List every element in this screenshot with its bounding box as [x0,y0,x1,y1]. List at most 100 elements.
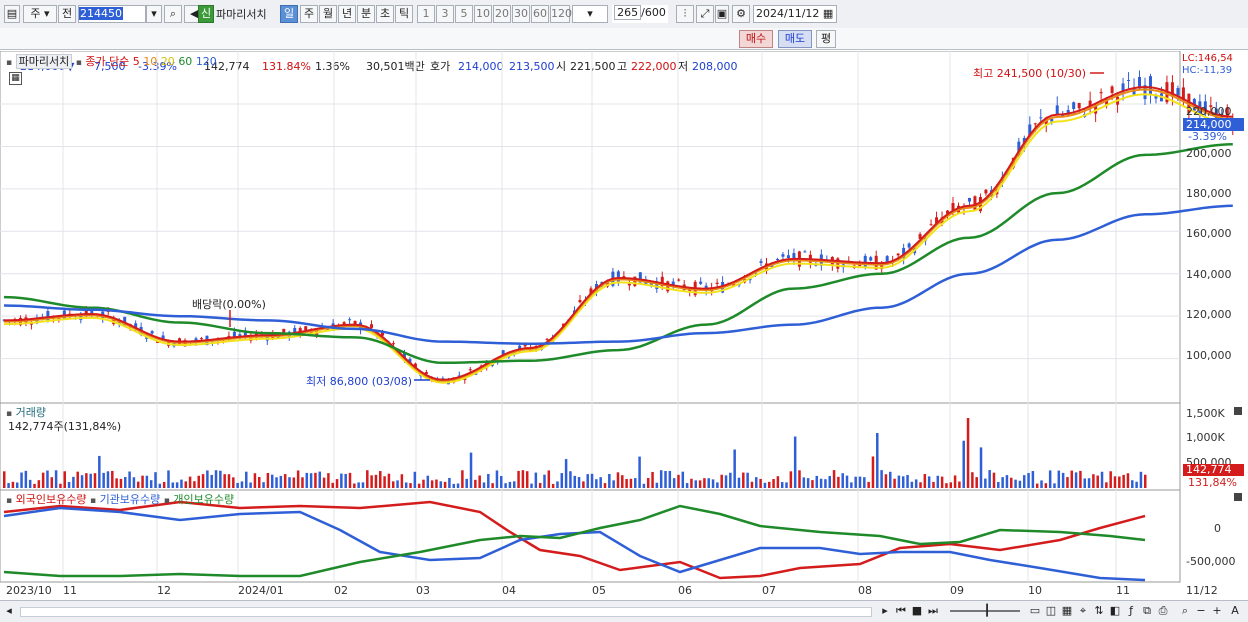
zoom-slider[interactable] [950,610,1020,612]
volume-bar [223,474,226,488]
scroll-right-icon[interactable]: ▸ [882,604,888,617]
count-input[interactable]: 265 [614,5,642,20]
ma60-label: 60 [178,55,193,68]
interval-3[interactable]: 3 [436,5,454,23]
volume-bar [737,477,741,488]
zoom-in-icon[interactable]: + [1212,604,1222,617]
ma20-label: 20 [160,55,175,68]
volume-bar [20,472,23,488]
hc-label: HC:-11,39 [1182,65,1233,76]
layout-split-icon[interactable]: ◫ [1045,604,1057,617]
draw-tool-icon[interactable]: ⤢ [696,5,714,23]
pane-marker-icon: ▪ [163,496,170,506]
scroll-left-icon[interactable]: ◂ [6,604,12,617]
max-annotation: 최고 241,500 (10/30) [973,67,1087,80]
interval-20[interactable]: 20 [493,5,511,23]
layout-grid-icon[interactable]: ▦ [1061,604,1073,617]
volume-bar [158,483,162,488]
period-month[interactable]: 월 [319,5,337,23]
period-minute[interactable]: 분 [357,5,375,23]
y-tick: 100,000 [1186,349,1232,362]
candle-body [1039,117,1043,119]
font-size-icon[interactable]: A [1231,604,1239,617]
candle-body [463,378,467,380]
date-input[interactable]: 2024/11/12 ▦ [753,5,837,23]
candle-body [973,196,977,211]
chart-area[interactable] [0,51,1248,600]
prev-button[interactable]: 전 [58,5,76,23]
zoom-slider-handle-icon[interactable]: ┃ [983,604,991,617]
indicator-icon[interactable]: ƒ [1129,604,1133,617]
market-select[interactable]: 주 ▾ [23,5,57,23]
volume-bar [245,471,248,488]
candle-body [896,253,900,256]
volume-bar [634,478,637,488]
interval-1[interactable]: 1 [417,5,435,23]
volume-bar [1135,481,1138,488]
volume-bar [1126,473,1130,488]
interval-30[interactable]: 30 [512,5,530,23]
copy-icon[interactable]: ⧉ [1143,604,1151,617]
volume-bar [236,482,239,488]
volume-bar [54,470,58,488]
crosshair-icon[interactable]: ⌖ [1079,604,1087,617]
window-menu-icon[interactable]: ▤ [4,5,20,23]
volume-bar [409,483,412,488]
rewind-icon[interactable]: ⏮ [896,604,906,617]
volume-bar [124,476,127,488]
pane-close-icon[interactable] [1234,407,1242,415]
period-year[interactable]: 년 [338,5,356,23]
search-icon[interactable]: ⌕ [164,5,182,23]
volume-bar [1010,477,1013,488]
price-pane-title[interactable]: 파마리서치 [15,54,73,69]
save-icon[interactable]: ▣ [715,5,729,23]
buy-button[interactable]: 매수 [739,30,773,48]
candle-body [112,317,116,325]
volume-bar [1144,474,1147,488]
chart-type-icon[interactable]: ⫶ [676,5,694,23]
stop-icon[interactable]: ■ [911,604,923,617]
fast-forward-icon[interactable]: ⏭ [928,604,938,617]
calendar-icon[interactable]: ▦ [822,7,834,20]
candle-body [1203,101,1207,114]
volume-bar [175,482,179,488]
print-icon[interactable]: ⎙ [1158,604,1168,617]
settings-gear-icon[interactable]: ⚙ [732,5,750,23]
interval-5[interactable]: 5 [455,5,473,23]
candle-body [402,353,406,359]
interval-120[interactable]: 120 [550,5,572,23]
volume-bar [469,452,473,488]
candle-body [1225,107,1229,118]
sell-button[interactable]: 매도 [778,30,812,48]
period-day[interactable]: 일 [280,5,298,23]
zoom-search-icon[interactable]: ⌕ [1181,604,1189,617]
horizontal-scrollbar[interactable] [20,607,872,617]
zoom-out-icon[interactable]: − [1196,604,1206,617]
volume-bar [530,483,533,488]
pane-close-icon[interactable] [1234,493,1242,501]
code-dropdown-icon[interactable]: ▾ [146,5,162,23]
volume-bar [383,476,386,488]
interval-custom-select[interactable]: ▾ [572,5,608,23]
y-tick: 120,000 [1186,308,1232,321]
layout-icon[interactable]: ▭ [1029,604,1041,617]
overlay-icon[interactable]: ◧ [1109,604,1121,617]
volume-bar [98,455,101,488]
volume-bar [24,470,28,488]
code-input[interactable]: 214450 [78,5,146,23]
compare-icon[interactable]: ⇅ [1094,604,1104,617]
ma10-label: 10 [143,55,158,68]
volume-bar [949,482,953,488]
volume-bar [975,477,978,488]
period-tick[interactable]: 틱 [395,5,413,23]
interval-60[interactable]: 60 [531,5,549,23]
volume-bar [240,481,244,488]
period-week[interactable]: 주 [300,5,318,23]
interval-10[interactable]: 10 [474,5,492,23]
eval-button[interactable]: 평 [816,30,836,48]
volume-bar [106,471,110,488]
period-second[interactable]: 초 [376,5,394,23]
grid-toggle-icon[interactable]: ▦ [9,72,22,85]
candle-body [627,283,631,286]
candle-body [1110,86,1114,94]
